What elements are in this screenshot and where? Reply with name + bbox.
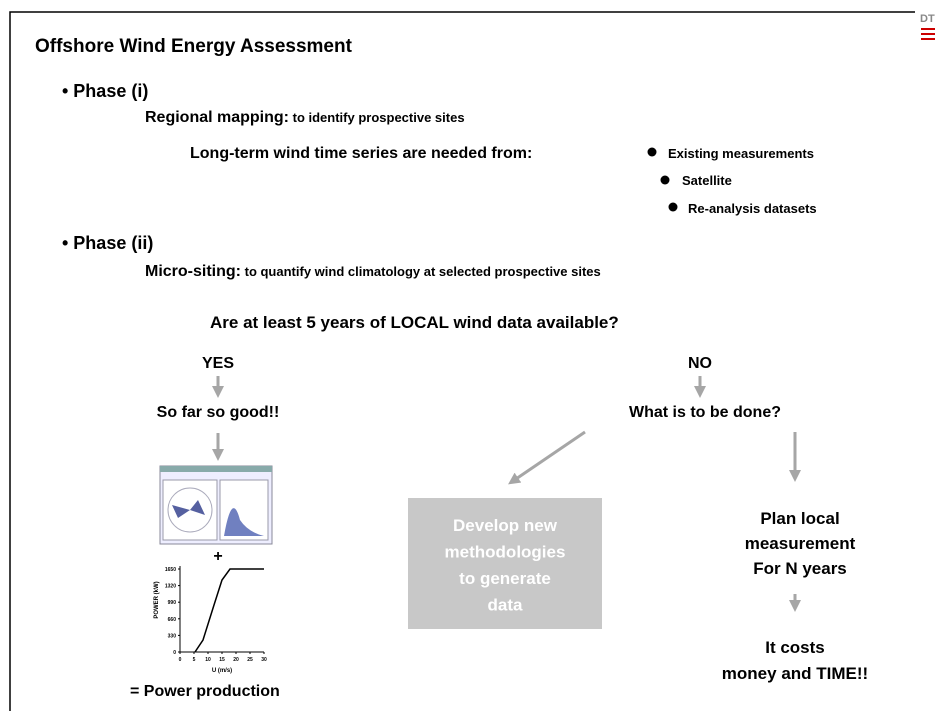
tick-label: 0	[173, 650, 176, 656]
tick-label: 0	[179, 657, 182, 663]
source: Existing measurements	[668, 146, 814, 161]
tick-label: 990	[168, 600, 177, 606]
wind-rose-screenshot	[160, 466, 272, 544]
slide: DT Offshore Wind Energy Assessment • Pha…	[0, 0, 937, 711]
source: Re-analysis datasets	[688, 201, 817, 216]
phase-line: Micro-siting: to quantify wind climatolo…	[145, 263, 601, 280]
plus: +	[213, 548, 222, 565]
result: What is to be done?	[629, 404, 781, 421]
phase-line: Regional mapping: to identify prospectiv…	[145, 109, 465, 126]
axis-label: U (m/s)	[212, 668, 232, 674]
source: Satellite	[682, 173, 732, 188]
text: to quantify wind climatology at selected…	[241, 264, 601, 279]
outcome: = Power production	[130, 683, 280, 700]
line-text: money and TIME!!	[722, 664, 868, 683]
power-curve: POWER (kW) U (m/s) 0 330 660 990 1320 1650 0 5 1…	[154, 566, 267, 674]
line-text: Develop new	[453, 516, 558, 535]
lead: Micro-siting:	[145, 263, 241, 280]
axis-label: POWER (kW)	[154, 581, 160, 618]
tick-label: 1650	[165, 567, 176, 573]
tick-label: 330	[168, 633, 177, 639]
title: Offshore Wind Energy Assessment	[35, 36, 353, 57]
tick-label: 5	[193, 657, 196, 663]
tick-label: 1320	[165, 584, 176, 590]
line-text: measurement	[745, 534, 856, 553]
bullet	[661, 176, 670, 185]
tick-label: 30	[261, 657, 267, 663]
line-text: methodologies	[445, 543, 566, 562]
tick-label: 15	[219, 657, 225, 663]
tick-label: 660	[168, 617, 177, 623]
phase-heading: • Phase (ii)	[62, 233, 153, 253]
bullet	[669, 203, 678, 212]
svg-text:DT: DT	[920, 13, 935, 25]
no: NO	[688, 355, 712, 372]
line-text: For N years	[753, 559, 847, 578]
tick-label: 10	[205, 657, 211, 663]
tick-label: 25	[247, 657, 253, 663]
bullet	[648, 148, 657, 157]
line-text: It costs	[765, 638, 825, 657]
phase-heading: • Phase (i)	[62, 81, 148, 101]
question: Are at least 5 years of LOCAL wind data …	[210, 313, 619, 332]
lead: Regional mapping:	[145, 109, 289, 126]
arrow	[513, 432, 585, 481]
line-text: Plan local	[760, 509, 839, 528]
logo: DT	[920, 13, 935, 39]
tick-label: 20	[233, 657, 239, 663]
page: DT Offshore Wind Energy Assessment • Pha…	[0, 0, 937, 711]
text: to identify prospective sites	[289, 110, 465, 125]
yes: YES	[202, 355, 234, 372]
result: So far so good!!	[157, 404, 280, 421]
line-text: to generate	[459, 569, 551, 588]
needs: Long-term wind time series are needed fr…	[190, 145, 532, 162]
line-text: data	[488, 596, 524, 615]
